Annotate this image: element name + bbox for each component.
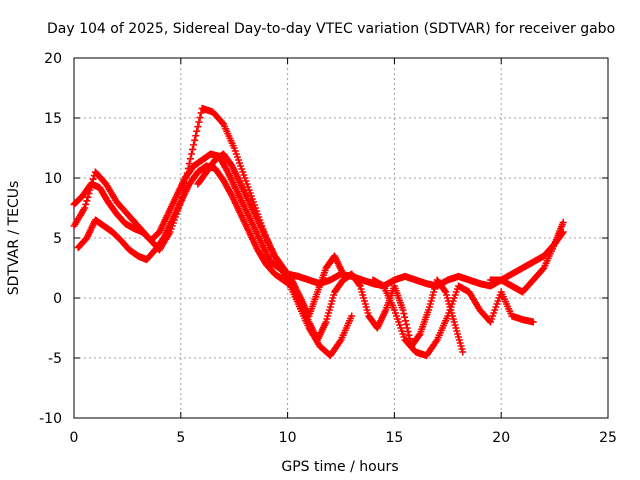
trace-marker <box>402 317 410 325</box>
y-tick-label: 20 <box>44 51 62 67</box>
trace-marker <box>218 119 226 127</box>
y-tick-label: -10 <box>39 411 62 427</box>
series-trace-3 <box>74 162 467 356</box>
series-trace-4 <box>194 150 347 320</box>
trace-marker <box>402 320 410 328</box>
trace-marker <box>85 190 93 198</box>
grid-layer <box>74 58 608 418</box>
trace-marker <box>86 186 94 194</box>
trace-marker <box>184 164 192 172</box>
trace-marker <box>197 109 205 117</box>
trace-marker <box>82 200 90 208</box>
trace-marker <box>189 145 197 153</box>
x-tick-label: 15 <box>385 430 403 446</box>
series-trace-5 <box>369 276 537 360</box>
data-point <box>529 318 537 326</box>
trace-marker <box>84 193 92 201</box>
y-tick-label: 10 <box>44 171 62 187</box>
y-tick-label: 0 <box>53 291 62 307</box>
trace-marker <box>405 331 413 339</box>
data-point <box>399 306 407 314</box>
trace-marker <box>182 174 190 182</box>
x-tick-label: 20 <box>492 430 510 446</box>
trace-marker <box>400 310 408 318</box>
data-point <box>559 218 567 226</box>
x-tick-label: 10 <box>279 430 297 446</box>
y-tick-label: -5 <box>48 351 62 367</box>
trace-marker <box>441 287 449 295</box>
trace-marker <box>355 281 363 289</box>
x-axis-label: GPS time / hours <box>281 459 398 475</box>
trace-marker <box>83 197 91 205</box>
x-tick-label: 0 <box>70 430 79 446</box>
data-point <box>81 204 89 212</box>
trace-marker <box>193 127 201 135</box>
x-tick-label: 5 <box>176 430 185 446</box>
y-axis-label: SDTVAR / TECUs <box>6 181 22 296</box>
trace-marker <box>183 169 191 177</box>
y-tick-label: 15 <box>44 111 62 127</box>
series-trace-6 <box>487 218 567 296</box>
data-layer <box>70 104 567 360</box>
chart-title: Day 104 of 2025, Sidereal Day-to-day VTE… <box>47 21 615 37</box>
trace-marker <box>190 141 198 149</box>
trace-marker <box>185 160 193 168</box>
trace-marker <box>89 175 97 183</box>
trace-marker <box>401 313 409 321</box>
trace-marker <box>194 123 202 131</box>
data-point <box>459 348 467 356</box>
trace-marker <box>415 331 423 339</box>
data-point <box>348 312 356 320</box>
data-point <box>187 150 195 158</box>
x-tick-label: 25 <box>599 430 617 446</box>
trace-marker <box>196 114 204 122</box>
y-tick-label: 5 <box>53 231 62 247</box>
trace-marker <box>404 328 412 336</box>
series-trace-1 <box>70 150 567 290</box>
trace-marker <box>88 179 96 187</box>
tick-layer: 0 5 10 15 20 25 -10 -5 0 5 10 15 20 <box>39 51 617 446</box>
trace-marker <box>192 132 200 140</box>
trace-marker <box>539 265 547 273</box>
data-point <box>339 270 347 278</box>
trace-marker <box>403 324 411 332</box>
trace-marker <box>186 155 194 163</box>
trace-marker <box>87 182 95 190</box>
trace-marker <box>406 335 414 343</box>
trace-marker <box>191 136 199 144</box>
trace-marker <box>195 118 203 126</box>
